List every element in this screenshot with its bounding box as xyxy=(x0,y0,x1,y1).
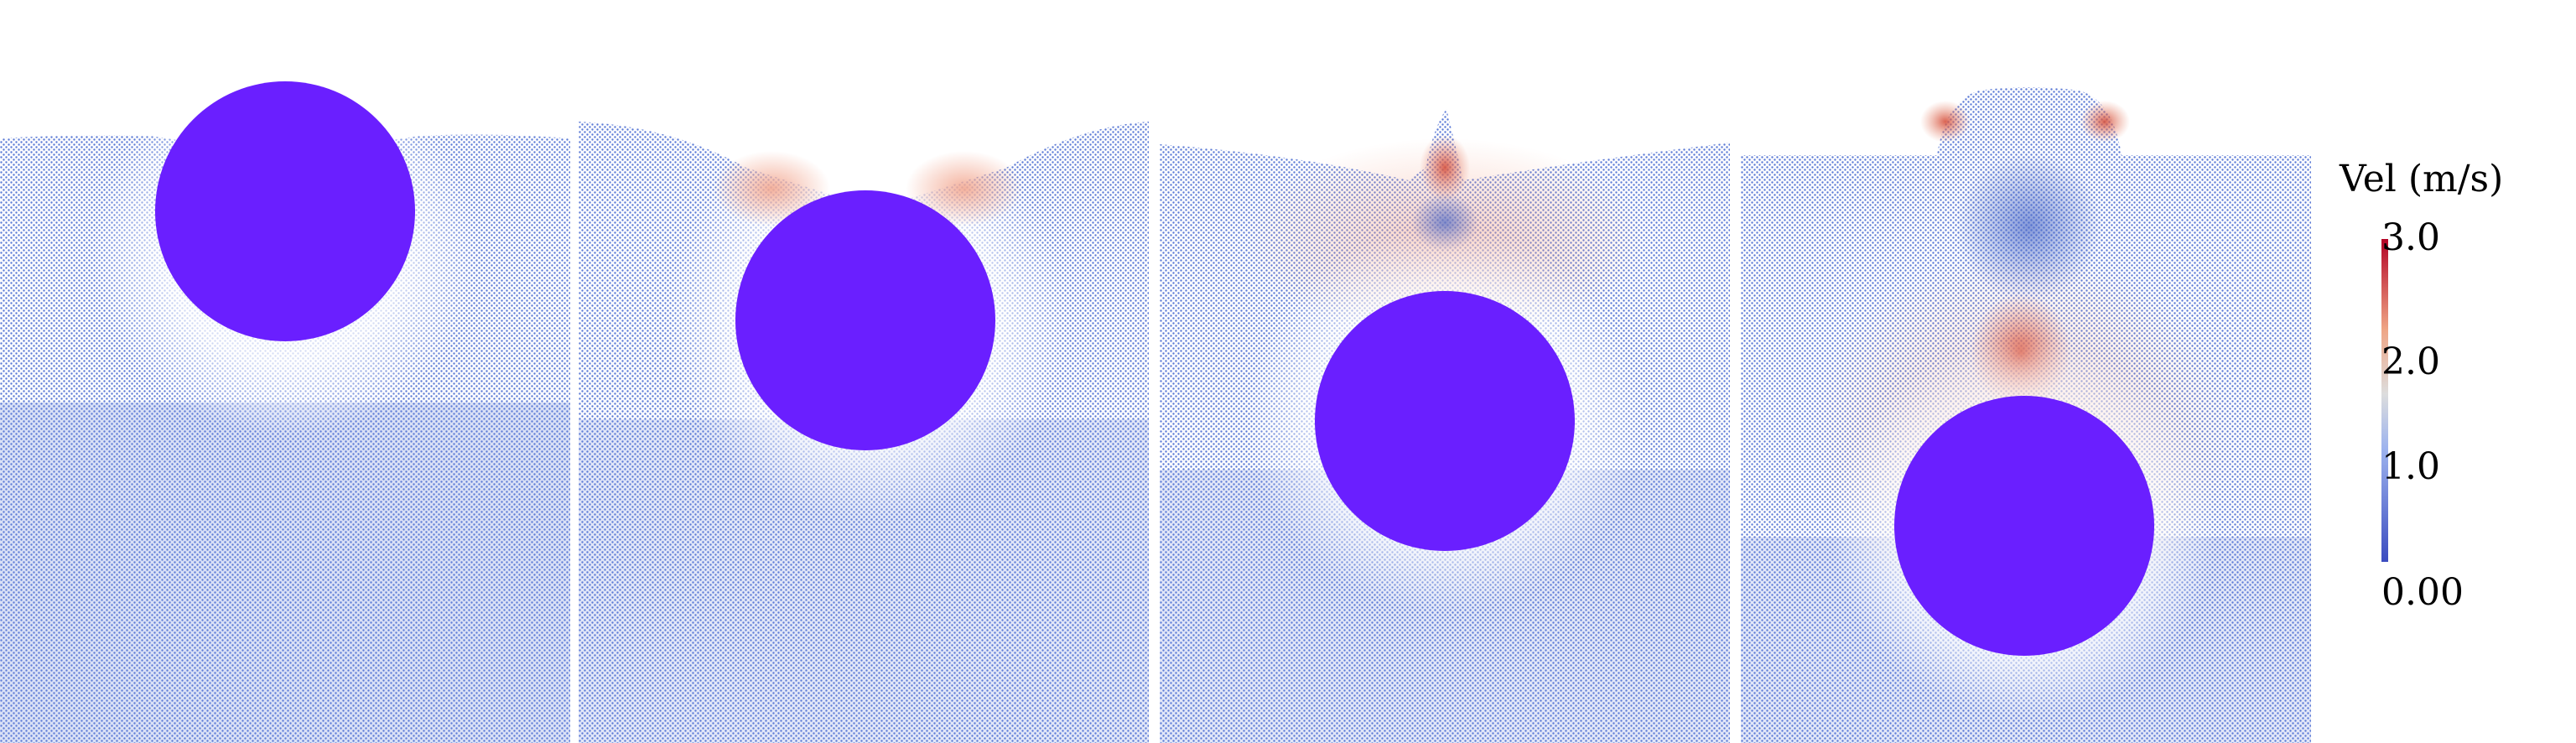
sphere-2 xyxy=(735,190,995,450)
frame-4 xyxy=(1741,87,2311,743)
colorbar-gradient xyxy=(2381,239,2388,562)
frame-3 xyxy=(1160,109,1730,743)
sphere-1 xyxy=(155,81,415,341)
frame-1 xyxy=(0,67,570,743)
sphere-4 xyxy=(1894,396,2154,656)
sphere-3 xyxy=(1315,291,1575,551)
colorbar-tick-2: 2.0 xyxy=(2381,340,2440,383)
colorbar-tick-max: 3.0 xyxy=(2381,216,2440,259)
colorbar-tick-min: 0.00 xyxy=(2381,571,2464,614)
colorbar-tick-1: 1.0 xyxy=(2381,445,2440,488)
frame-2 xyxy=(579,117,1149,743)
colorbar-title: Vel (m/s) xyxy=(2340,158,2504,200)
